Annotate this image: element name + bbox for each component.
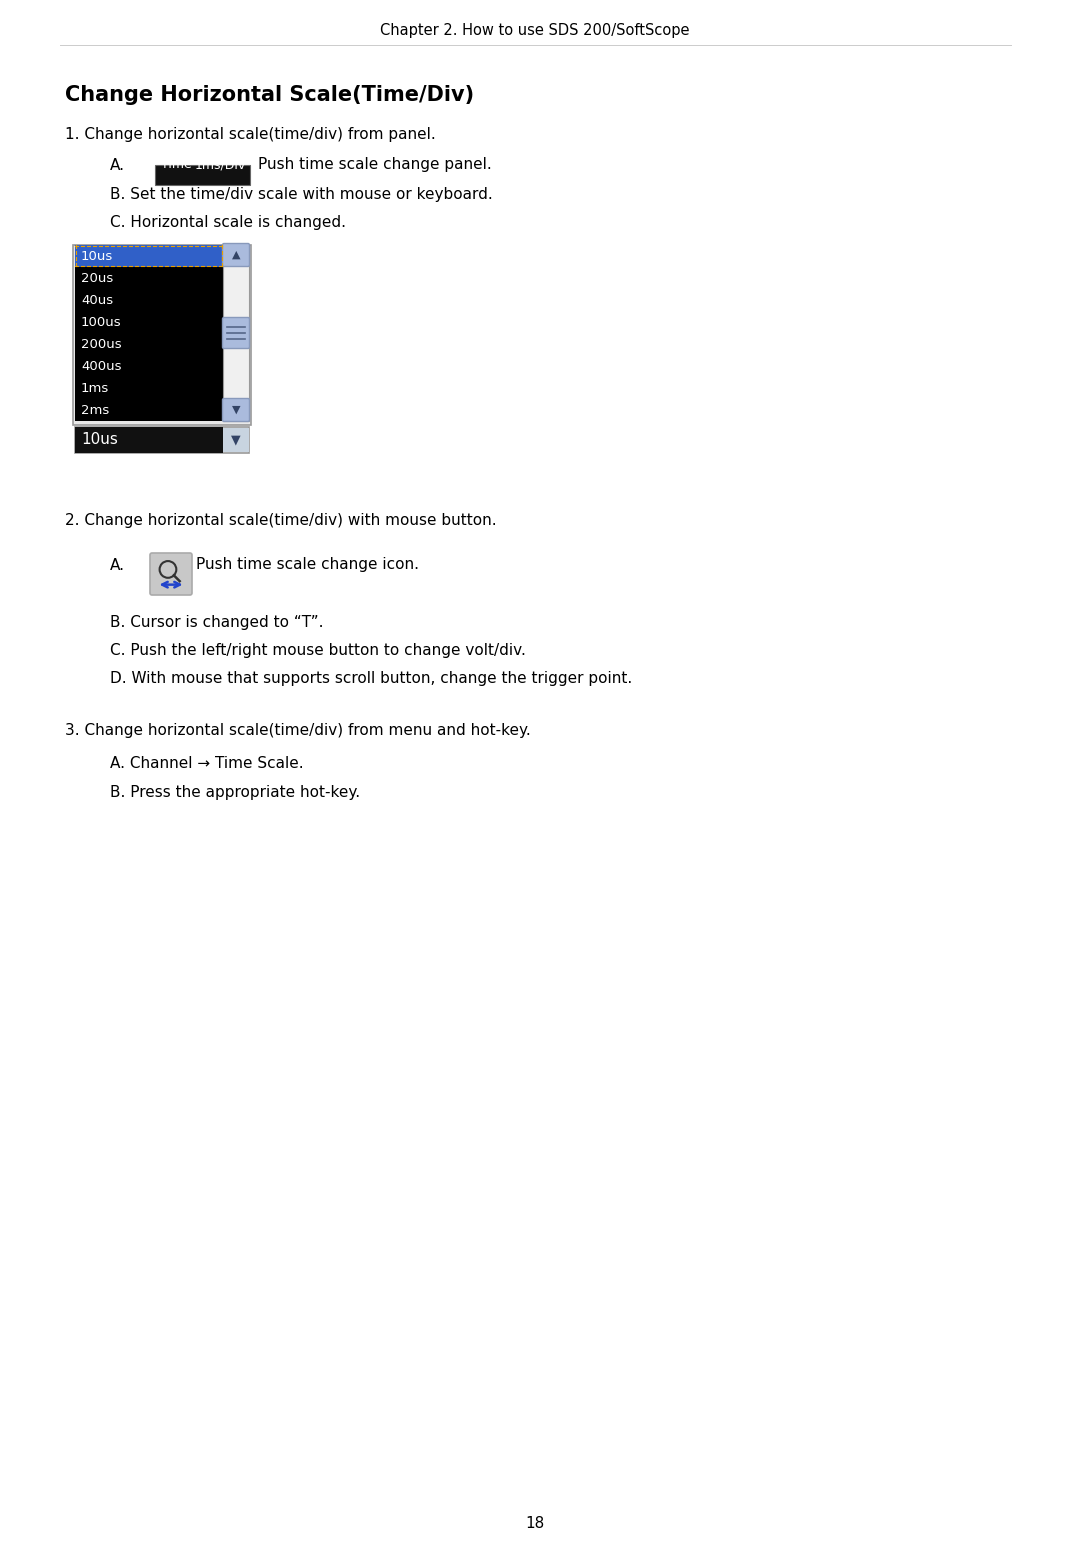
FancyBboxPatch shape xyxy=(223,244,250,266)
Text: 100us: 100us xyxy=(81,315,122,328)
Text: ▼: ▼ xyxy=(231,406,240,415)
FancyBboxPatch shape xyxy=(75,246,223,421)
Text: 10us: 10us xyxy=(81,432,118,448)
FancyBboxPatch shape xyxy=(223,398,250,421)
Text: A. Channel → Time Scale.: A. Channel → Time Scale. xyxy=(110,755,303,771)
Text: 400us: 400us xyxy=(81,359,121,373)
FancyBboxPatch shape xyxy=(75,427,248,454)
Text: B. Cursor is changed to “T”.: B. Cursor is changed to “T”. xyxy=(110,614,323,629)
Text: D. With mouse that supports scroll button, change the trigger point.: D. With mouse that supports scroll butto… xyxy=(110,670,632,685)
Text: Chapter 2. How to use SDS 200/SoftScope: Chapter 2. How to use SDS 200/SoftScope xyxy=(380,22,690,37)
FancyBboxPatch shape xyxy=(75,246,223,267)
Text: ▲: ▲ xyxy=(231,250,240,260)
Text: A.: A. xyxy=(110,157,125,172)
Text: Push time scale change icon.: Push time scale change icon. xyxy=(196,558,419,572)
Text: 18: 18 xyxy=(526,1517,545,1532)
Text: 20us: 20us xyxy=(81,272,114,284)
Text: 1. Change horizontal scale(time/div) from panel.: 1. Change horizontal scale(time/div) fro… xyxy=(65,127,436,143)
Text: 3. Change horizontal scale(time/div) from menu and hot-key.: 3. Change horizontal scale(time/div) fro… xyxy=(65,723,531,738)
Text: 40us: 40us xyxy=(81,294,114,306)
FancyBboxPatch shape xyxy=(223,246,248,421)
Text: A.: A. xyxy=(110,558,125,572)
FancyBboxPatch shape xyxy=(223,317,250,348)
Text: Push time scale change panel.: Push time scale change panel. xyxy=(258,157,492,172)
FancyBboxPatch shape xyxy=(223,427,248,452)
Text: Change Horizontal Scale(Time/Div): Change Horizontal Scale(Time/Div) xyxy=(65,85,474,106)
FancyBboxPatch shape xyxy=(73,246,251,424)
Text: 10us: 10us xyxy=(81,250,114,263)
Text: 2ms: 2ms xyxy=(81,404,109,416)
Text: ▼: ▼ xyxy=(231,434,241,446)
Text: B. Set the time/div scale with mouse or keyboard.: B. Set the time/div scale with mouse or … xyxy=(110,188,493,202)
FancyBboxPatch shape xyxy=(155,165,250,185)
Text: Time: Time xyxy=(161,159,192,171)
FancyBboxPatch shape xyxy=(150,553,192,595)
FancyBboxPatch shape xyxy=(75,427,223,454)
Text: 200us: 200us xyxy=(81,337,122,351)
Text: B. Press the appropriate hot-key.: B. Press the appropriate hot-key. xyxy=(110,785,360,799)
Text: C. Horizontal scale is changed.: C. Horizontal scale is changed. xyxy=(110,214,346,230)
Text: 1ms/Div: 1ms/Div xyxy=(195,159,246,171)
Text: 2. Change horizontal scale(time/div) with mouse button.: 2. Change horizontal scale(time/div) wit… xyxy=(65,513,497,527)
Text: C. Push the left/right mouse button to change volt/div.: C. Push the left/right mouse button to c… xyxy=(110,642,526,657)
Text: 1ms: 1ms xyxy=(81,381,109,395)
